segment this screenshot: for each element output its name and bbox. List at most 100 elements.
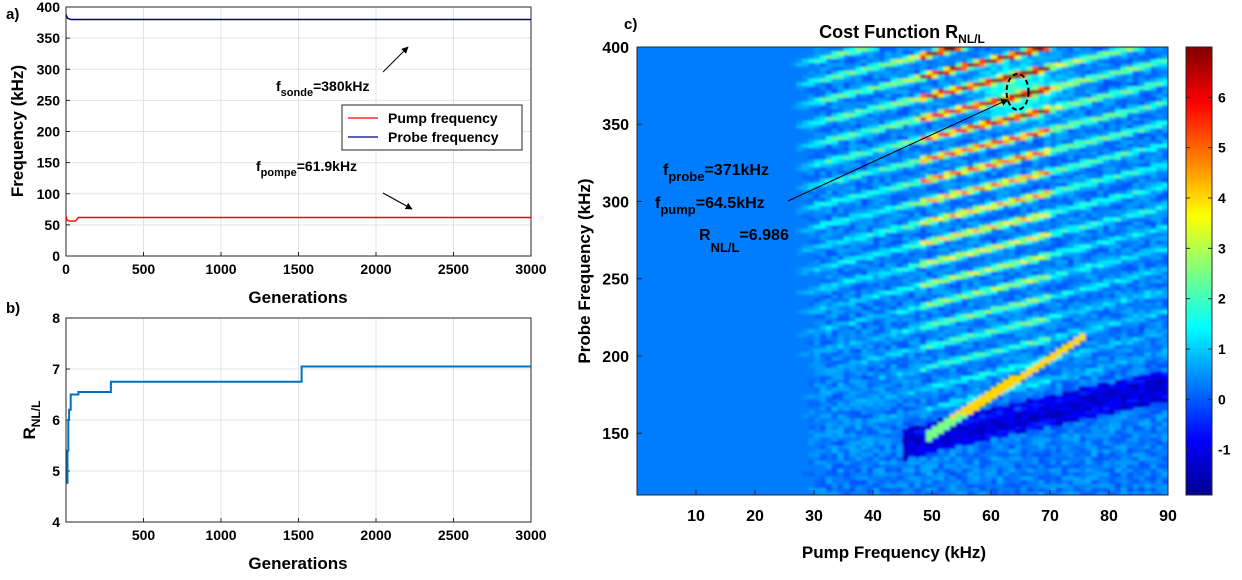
heatmap-cell [973, 178, 980, 183]
heatmap-cell [920, 144, 927, 149]
heatmap-cell [1080, 402, 1087, 407]
heatmap-cell [1127, 109, 1134, 114]
heatmap-cell [991, 344, 998, 349]
heatmap-cell [1009, 97, 1016, 102]
heatmap-cell [873, 70, 880, 75]
heatmap-cell [873, 151, 880, 156]
heatmap-cell [1074, 337, 1081, 342]
heatmap-cell [879, 144, 886, 149]
heatmap-cell [814, 395, 821, 400]
heatmap-cell [1026, 51, 1033, 56]
heatmap-cell [979, 395, 986, 400]
heatmap-cell [867, 232, 874, 237]
heatmap-cell [855, 487, 862, 492]
heatmap-cell [849, 286, 856, 291]
heatmap-cell [879, 375, 886, 380]
heatmap-cell [814, 132, 821, 137]
heatmap-cell [796, 248, 803, 253]
heatmap-cell [903, 132, 910, 137]
heatmap-cell [861, 140, 868, 145]
heatmap-cell [1015, 290, 1022, 295]
heatmap-cell [944, 383, 951, 388]
heatmap-cell [897, 302, 904, 307]
heatmap-cell [997, 109, 1004, 114]
heatmap-cell [903, 302, 910, 307]
heatmap-cell [1074, 375, 1081, 380]
heatmap-cell [1068, 371, 1075, 376]
heatmap-cell [808, 410, 815, 415]
heatmap-cell [938, 290, 945, 295]
heatmap-cell [1091, 445, 1098, 450]
heatmap-cell [1115, 51, 1122, 56]
heatmap-cell [1097, 198, 1104, 203]
heatmap-cell [1127, 117, 1134, 122]
heatmap-cell [1026, 128, 1033, 133]
heatmap-cell [926, 263, 933, 268]
heatmap-cell [1062, 314, 1069, 319]
heatmap-cell [1038, 294, 1045, 299]
heatmap-cell [1026, 356, 1033, 361]
heatmap-cell [1097, 202, 1104, 207]
heatmap-cell [855, 468, 862, 473]
heatmap-cell [908, 275, 915, 280]
heatmap-cell [932, 468, 939, 473]
heatmap-cell [908, 97, 915, 102]
heatmap-cell [973, 387, 980, 392]
heatmap-cell [879, 151, 886, 156]
heatmap-cell [985, 410, 992, 415]
heatmap-cell [1074, 240, 1081, 245]
heatmap-cell [832, 221, 839, 226]
heatmap-cell [1050, 314, 1057, 319]
heatmap-cell [1091, 225, 1098, 230]
heatmap-cell [1062, 221, 1069, 226]
heatmap-cell [908, 74, 915, 79]
heatmap-cell [844, 66, 851, 71]
heatmap-cell [1050, 441, 1057, 446]
heatmap-cell [926, 437, 933, 442]
heatmap-cell [1068, 429, 1075, 434]
heatmap-cell [844, 244, 851, 249]
heatmap-cell [849, 426, 856, 431]
heatmap-cell [997, 97, 1004, 102]
heatmap-cell [932, 437, 939, 442]
heatmap-cell [932, 109, 939, 114]
heatmap-cell [938, 271, 945, 276]
x-tick-label: 500 [132, 261, 156, 277]
heatmap-cell [826, 120, 833, 125]
heatmap-cell [861, 356, 868, 361]
heatmap-cell [1015, 252, 1022, 257]
heatmap-cell [1009, 244, 1016, 249]
heatmap-cell [903, 221, 910, 226]
heatmap-cell [1097, 314, 1104, 319]
heatmap-cell [1109, 151, 1116, 156]
heatmap-cell [1062, 159, 1069, 164]
heatmap-cell [1103, 78, 1110, 83]
heatmap-cell [1080, 113, 1087, 118]
heatmap-cell [1091, 240, 1098, 245]
heatmap-cell [1074, 113, 1081, 118]
heatmap-cell [885, 483, 892, 488]
heatmap-cell [1009, 128, 1016, 133]
heatmap-cell [1109, 128, 1116, 133]
heatmap-cell [867, 437, 874, 442]
heatmap-cell [855, 70, 862, 75]
heatmap-cell [1097, 124, 1104, 129]
heatmap-cell [962, 271, 969, 276]
heatmap-cell [861, 387, 868, 392]
heatmap-cell [979, 314, 986, 319]
heatmap-cell [1015, 209, 1022, 214]
heatmap-cell [826, 109, 833, 114]
heatmap-cell [891, 248, 898, 253]
heatmap-cell [1026, 178, 1033, 183]
heatmap-cell [1038, 229, 1045, 234]
heatmap-cell [944, 445, 951, 450]
heatmap-cell [991, 325, 998, 330]
heatmap-cell [932, 78, 939, 83]
heatmap-cell [891, 460, 898, 465]
heatmap-cell [1038, 418, 1045, 423]
heatmap-cell [979, 51, 986, 56]
heatmap-cell [861, 426, 868, 431]
heatmap-cell [973, 294, 980, 299]
heatmap-cell [1103, 298, 1110, 303]
heatmap-cell [1032, 163, 1039, 168]
